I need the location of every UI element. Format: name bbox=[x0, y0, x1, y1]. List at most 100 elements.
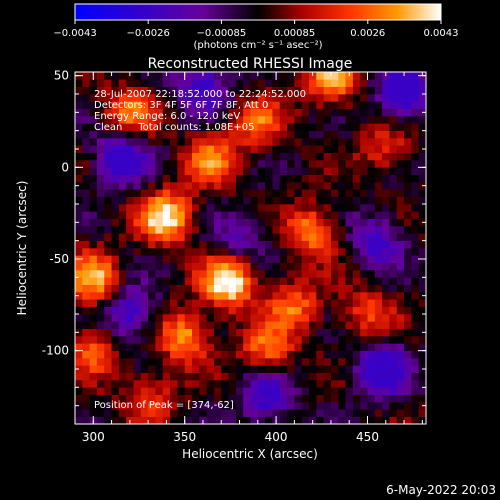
heatmap-pixel bbox=[184, 174, 193, 183]
heatmap-pixel bbox=[382, 204, 390, 212]
heatmap-pixel bbox=[382, 138, 390, 146]
heatmap-pixel bbox=[396, 145, 405, 153]
heatmap-pixel bbox=[177, 387, 185, 395]
heatmap-pixel bbox=[75, 189, 83, 197]
heatmap-pixel bbox=[345, 94, 354, 102]
heatmap-pixel bbox=[228, 86, 237, 95]
heatmap-pixel bbox=[228, 372, 237, 381]
heatmap-pixel bbox=[243, 336, 251, 344]
heatmap-pixel bbox=[192, 116, 200, 124]
heatmap-pixel bbox=[287, 314, 295, 322]
heatmap-pixel bbox=[352, 409, 361, 417]
heatmap-pixel bbox=[82, 174, 90, 183]
heatmap-pixel bbox=[396, 314, 405, 322]
heatmap-pixel bbox=[418, 196, 427, 205]
heatmap-pixel bbox=[352, 306, 361, 315]
heatmap-pixel bbox=[148, 262, 156, 271]
heatmap-pixel bbox=[118, 123, 127, 131]
heatmap-pixel bbox=[213, 101, 222, 109]
heatmap-pixel bbox=[126, 167, 134, 175]
heatmap-pixel bbox=[199, 314, 207, 322]
heatmap-pixel bbox=[126, 270, 134, 278]
heatmap-pixel bbox=[170, 108, 178, 117]
heatmap-pixel bbox=[309, 160, 317, 168]
heatmap-pixel bbox=[294, 328, 302, 337]
heatmap-pixel bbox=[111, 72, 120, 80]
heatmap-pixel bbox=[404, 174, 412, 183]
heatmap-pixel bbox=[243, 402, 251, 410]
heatmap-pixel bbox=[206, 416, 215, 425]
heatmap-pixel bbox=[301, 306, 310, 315]
heatmap-pixel bbox=[345, 101, 354, 109]
heatmap-pixel bbox=[82, 145, 90, 153]
heatmap-pixel bbox=[184, 380, 193, 388]
heatmap-pixel bbox=[235, 321, 244, 329]
heatmap-pixel bbox=[323, 130, 332, 139]
heatmap-pixel bbox=[352, 72, 361, 80]
heatmap-pixel bbox=[367, 409, 376, 417]
heatmap-pixel bbox=[279, 262, 288, 271]
heatmap-pixel bbox=[265, 343, 273, 351]
heatmap-pixel bbox=[177, 314, 185, 322]
heatmap-pixel bbox=[104, 240, 112, 249]
heatmap-pixel bbox=[155, 314, 164, 322]
heatmap-pixel bbox=[367, 145, 376, 153]
heatmap-pixel bbox=[162, 189, 171, 197]
heatmap-pixel bbox=[374, 416, 383, 425]
heatmap-pixel bbox=[89, 292, 98, 300]
heatmap-pixel bbox=[352, 123, 361, 131]
heatmap-pixel bbox=[345, 262, 354, 271]
heatmap-pixel bbox=[338, 160, 346, 168]
heatmap-pixel bbox=[272, 380, 281, 388]
heatmap-pixel bbox=[404, 328, 412, 337]
heatmap-pixel bbox=[411, 270, 419, 278]
heatmap-pixel bbox=[323, 233, 332, 241]
heatmap-pixel bbox=[111, 196, 120, 205]
heatmap-pixel bbox=[330, 130, 339, 139]
heatmap-pixel bbox=[104, 255, 112, 263]
heatmap-pixel bbox=[206, 145, 215, 153]
heatmap-pixel bbox=[338, 240, 346, 249]
heatmap-pixel bbox=[279, 196, 288, 205]
heatmap-pixel bbox=[309, 314, 317, 322]
heatmap-pixel bbox=[389, 416, 398, 425]
heatmap-pixel bbox=[221, 167, 229, 175]
heatmap-pixel bbox=[404, 321, 412, 329]
heatmap-pixel bbox=[184, 350, 193, 359]
heatmap-pixel bbox=[221, 226, 229, 234]
heatmap-pixel bbox=[257, 306, 266, 315]
heatmap-pixel bbox=[243, 365, 251, 373]
heatmap-pixel bbox=[140, 226, 149, 234]
heatmap-pixel bbox=[199, 116, 207, 124]
heatmap-pixel bbox=[345, 372, 354, 381]
heatmap-pixel bbox=[330, 306, 339, 315]
heatmap-pixel bbox=[316, 284, 324, 293]
heatmap-pixel bbox=[118, 387, 127, 395]
heatmap-pixel bbox=[287, 145, 295, 153]
heatmap-pixel bbox=[279, 116, 288, 124]
heatmap-pixel bbox=[309, 138, 317, 146]
heatmap-pixel bbox=[323, 314, 332, 322]
heatmap-pixel bbox=[89, 79, 98, 87]
heatmap-pixel bbox=[184, 321, 193, 329]
heatmap-pixel bbox=[265, 211, 273, 219]
heatmap-pixel bbox=[316, 416, 324, 425]
heatmap-pixel bbox=[133, 145, 142, 153]
heatmap-pixel bbox=[279, 101, 288, 109]
heatmap-pixel bbox=[89, 233, 98, 241]
heatmap-pixel bbox=[352, 416, 361, 425]
heatmap-pixel bbox=[294, 270, 302, 278]
heatmap-pixel bbox=[279, 306, 288, 315]
heatmap-pixel bbox=[118, 255, 127, 263]
heatmap-pixel bbox=[192, 255, 200, 263]
heatmap-pixel bbox=[404, 402, 412, 410]
heatmap-pixel bbox=[396, 277, 405, 285]
heatmap-pixel bbox=[192, 262, 200, 271]
heatmap-pixel bbox=[250, 321, 259, 329]
heatmap-pixel bbox=[126, 196, 134, 205]
heatmap-pixel bbox=[316, 299, 324, 307]
heatmap-pixel bbox=[82, 248, 90, 256]
heatmap-pixel bbox=[221, 189, 229, 197]
heatmap-pixel bbox=[192, 174, 200, 183]
heatmap-pixel bbox=[235, 336, 244, 344]
